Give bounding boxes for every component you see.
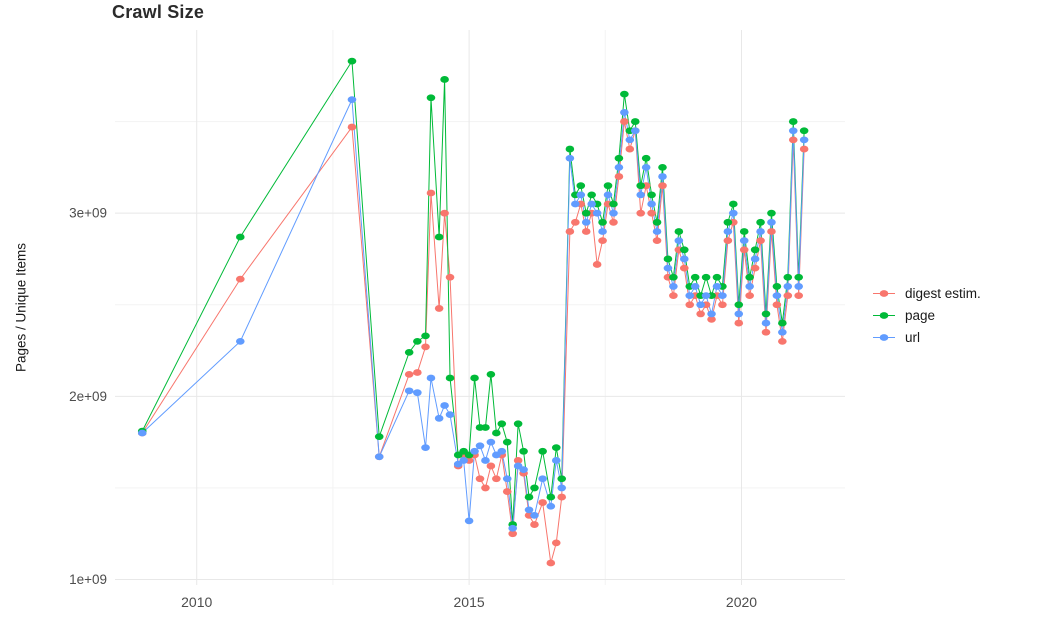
page-legend-key-icon: [873, 312, 895, 319]
legend-item-url: url: [872, 330, 981, 345]
legend-label-digest-estim: digest estim.: [905, 286, 981, 301]
svg-text:2020: 2020: [726, 594, 757, 610]
svg-text:2015: 2015: [454, 594, 485, 610]
digest-estim-legend-key-icon: [873, 290, 895, 297]
chart-title: Crawl Size: [112, 2, 205, 22]
url-legend-key-icon: [873, 334, 895, 341]
legend-item-digest-estim: digest estim.: [872, 286, 981, 301]
legend-label-page: page: [905, 308, 936, 323]
legend-label-url: url: [905, 330, 921, 345]
legend-item-page: page: [872, 308, 981, 323]
svg-text:2010: 2010: [181, 594, 212, 610]
svg-text:1e+09: 1e+09: [69, 572, 107, 587]
svg-text:2e+09: 2e+09: [69, 389, 107, 404]
svg-text:3e+09: 3e+09: [69, 206, 107, 221]
legend: digest estim. page url: [872, 286, 981, 345]
